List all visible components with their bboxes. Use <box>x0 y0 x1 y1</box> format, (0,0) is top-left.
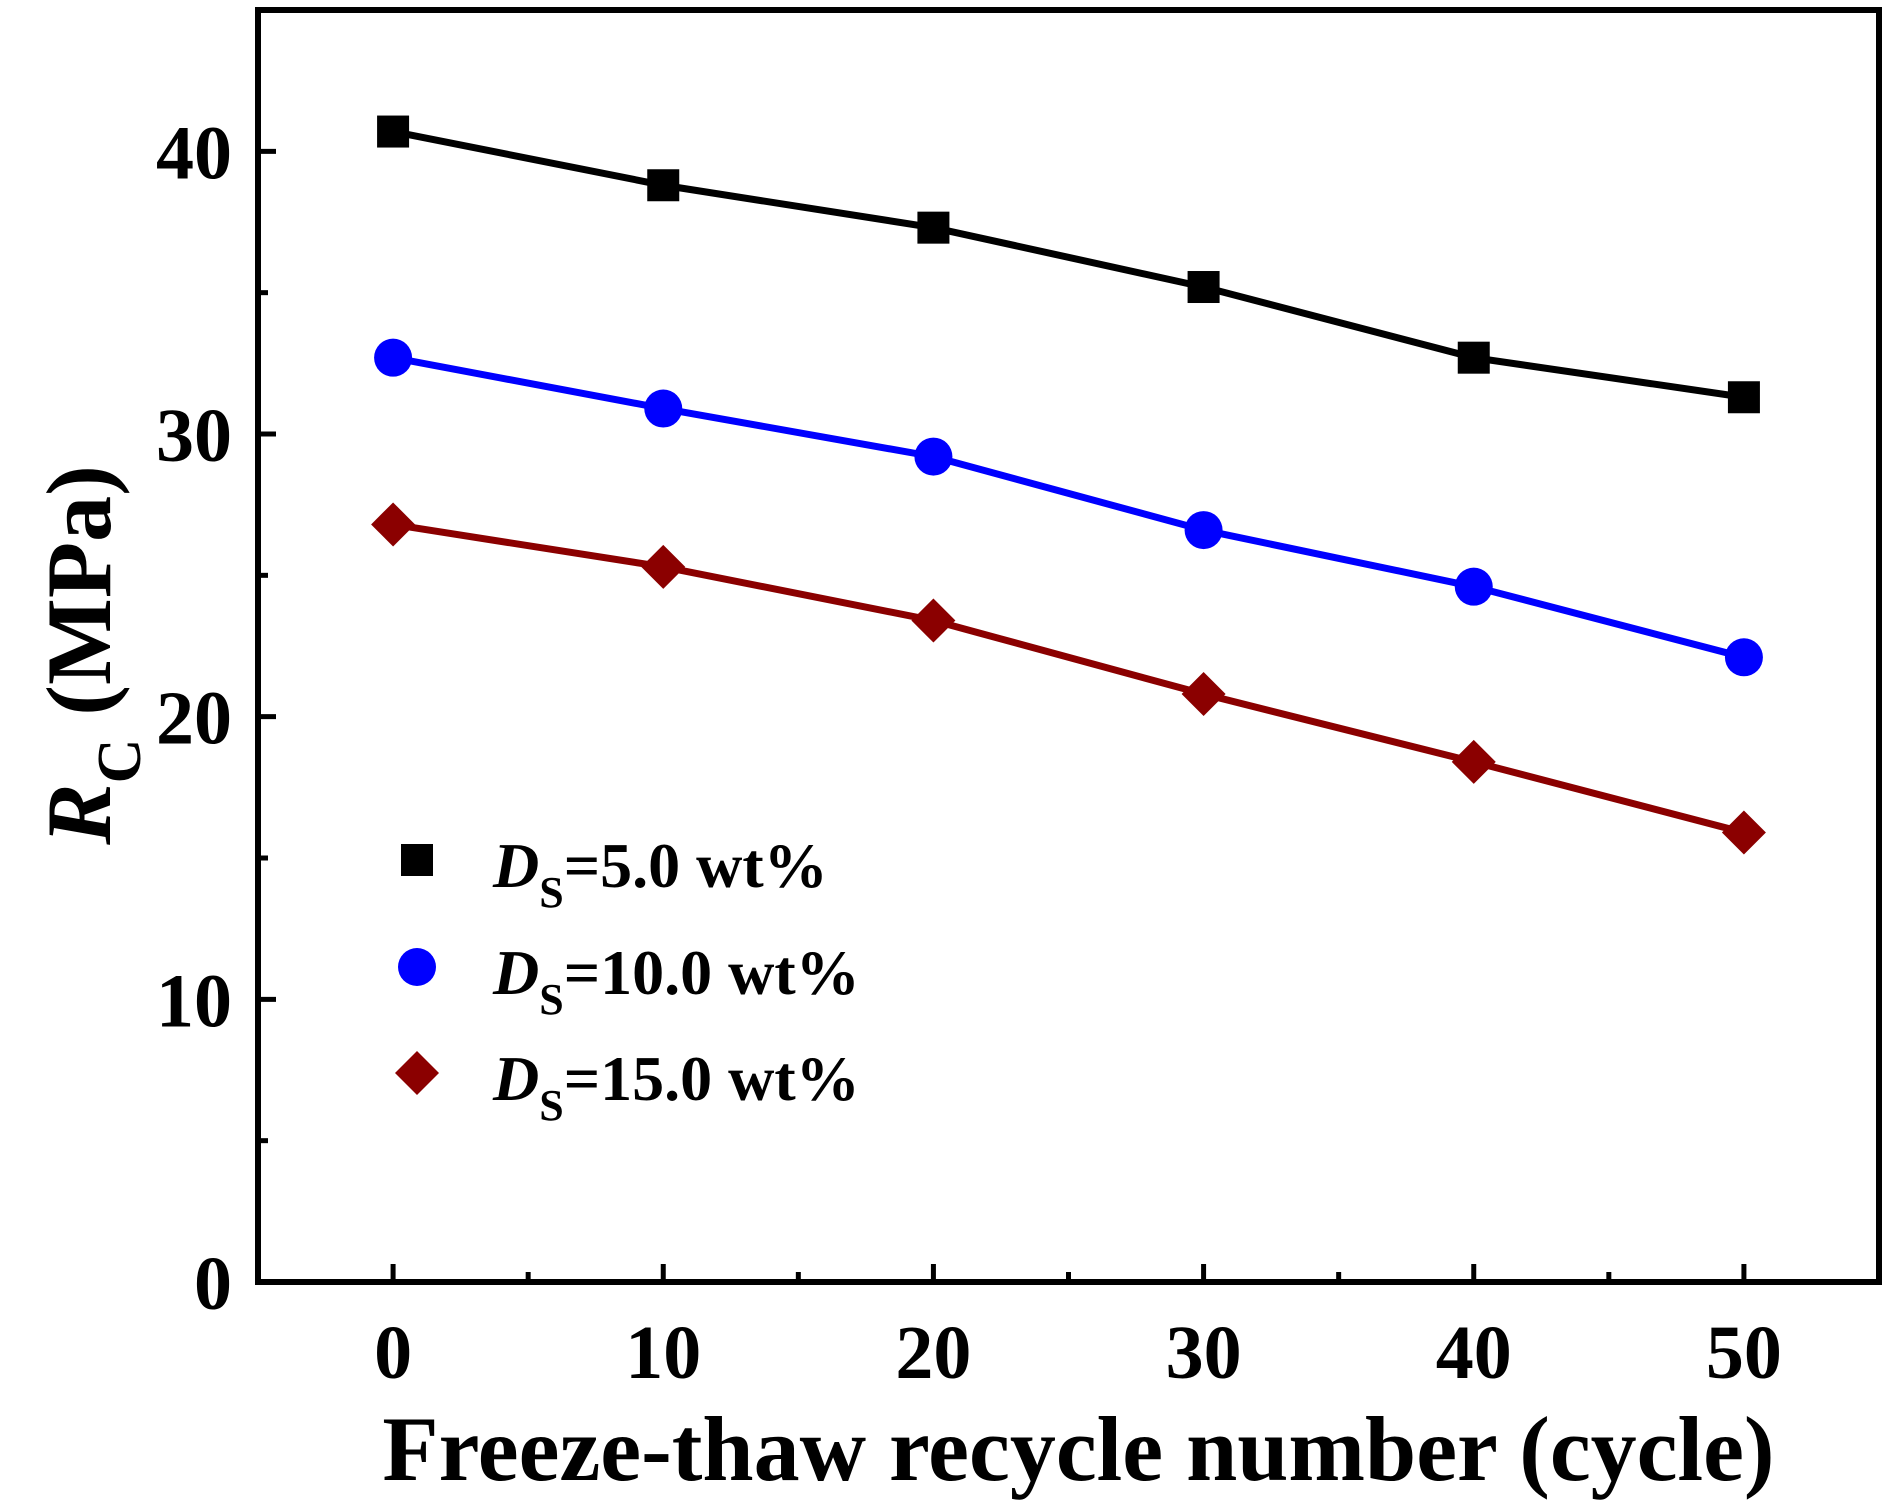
data-point-series-1 <box>1457 341 1490 374</box>
data-point-series-3 <box>1451 739 1496 784</box>
data-point-series-2 <box>1724 638 1763 677</box>
x-tick-label: 30 <box>1166 1311 1242 1395</box>
data-point-series-2 <box>914 437 953 476</box>
legend-label-rest: =15.0 wt% <box>564 1043 860 1114</box>
y-tick-label: 10 <box>156 959 232 1043</box>
legend-marker-1 <box>401 844 433 876</box>
y-axis-title-subscript: C <box>86 739 154 784</box>
y-tick-label: 0 <box>194 1242 232 1326</box>
legend: DS=5.0 wt%DS=10.0 wt%DS=15.0 wt% <box>395 830 860 1130</box>
legend-marker-2 <box>398 948 436 986</box>
data-point-series-3 <box>1721 810 1766 855</box>
y-axis-title-unit: (MPa) <box>28 465 130 715</box>
legend-label-subscript: S <box>539 975 563 1024</box>
data-point-series-3 <box>641 544 686 589</box>
series-line-1 <box>392 128 1745 401</box>
x-tick-label: 0 <box>374 1311 412 1395</box>
data-point-series-1 <box>647 169 680 202</box>
x-tick-label: 40 <box>1436 1311 1512 1395</box>
series-line-2 <box>392 354 1745 661</box>
series-line-3 <box>392 520 1745 836</box>
data-point-series-3 <box>371 502 416 547</box>
legend-label-main: D <box>492 1043 539 1114</box>
x-axis-title: Freeze-thaw recycle number (cycle) <box>382 1398 1774 1500</box>
data-point-series-1 <box>1187 271 1220 304</box>
y-tick-label: 40 <box>156 111 232 195</box>
legend-label-main: D <box>492 937 539 1008</box>
data-point-series-1 <box>917 211 950 244</box>
series-group <box>371 115 1766 855</box>
data-point-series-2 <box>374 338 413 377</box>
x-tick-label: 20 <box>895 1311 971 1395</box>
data-point-series-1 <box>1727 381 1760 414</box>
y-tick-label: 20 <box>156 677 232 761</box>
legend-marker-3 <box>395 1051 439 1095</box>
legend-label-subscript: S <box>539 1081 563 1130</box>
y-axis-title-space <box>28 716 130 739</box>
data-point-series-1 <box>377 115 410 148</box>
data-point-series-2 <box>644 389 683 428</box>
data-point-series-3 <box>1181 672 1226 717</box>
data-point-series-2 <box>1454 567 1493 606</box>
x-tick-label: 10 <box>625 1311 701 1395</box>
axes <box>255 7 1882 1285</box>
legend-label-2: DS=10.0 wt% <box>492 937 860 1024</box>
legend-label-rest: =10.0 wt% <box>564 937 860 1008</box>
legend-label-subscript: S <box>539 868 563 917</box>
data-point-series-2 <box>1184 511 1223 550</box>
y-axis-title-main: R <box>28 783 130 845</box>
legend-label-main: D <box>492 830 539 901</box>
y-tick-label: 30 <box>156 394 232 478</box>
y-axis-title: RC (MPa) <box>28 465 154 845</box>
data-point-series-3 <box>911 598 956 643</box>
legend-label-rest: =5.0 wt% <box>564 830 828 901</box>
x-tick-label: 50 <box>1706 1311 1782 1395</box>
legend-label-1: DS=5.0 wt% <box>492 830 828 917</box>
legend-label-3: DS=15.0 wt% <box>492 1043 860 1130</box>
